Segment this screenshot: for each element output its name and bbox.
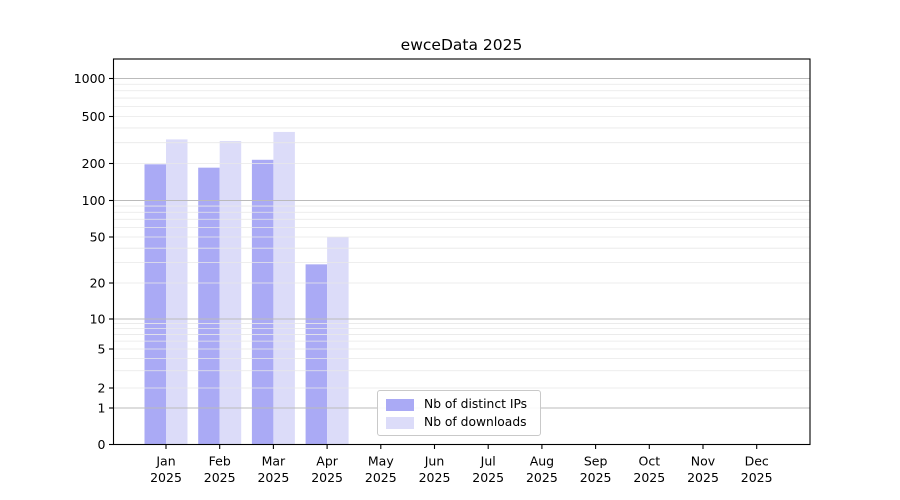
x-axis-year-label: 2025 (687, 470, 719, 485)
x-axis-month-label: Nov (691, 454, 716, 469)
legend-item: Nb of distinct IPs (386, 396, 532, 413)
x-axis-year-label: 2025 (580, 470, 612, 485)
x-axis-year-label: 2025 (526, 470, 558, 485)
x-axis-month-label: Jun (424, 454, 445, 469)
legend-swatch-downloads (386, 416, 414, 429)
x-axis-month-label: Aug (530, 454, 554, 469)
legend: Nb of distinct IPs Nb of downloads (377, 390, 541, 436)
x-axis-year-label: 2025 (365, 470, 397, 485)
x-axis-month-label: Sep (584, 454, 608, 469)
y-axis-tick-label: 50 (90, 229, 106, 244)
bar-distinct-ips (198, 167, 220, 445)
x-axis-year-label: 2025 (204, 470, 236, 485)
x-axis-month-label: Feb (209, 454, 231, 469)
plot-border (112, 58, 811, 446)
bar-distinct-ips (144, 164, 166, 445)
y-axis-tick-label: 1 (98, 400, 106, 415)
bar-downloads (219, 141, 242, 445)
x-axis-year-label: 2025 (633, 470, 665, 485)
x-axis-month-label: Apr (316, 454, 338, 469)
legend-label: Nb of downloads (424, 415, 527, 430)
bar-distinct-ips (305, 264, 328, 445)
x-axis-month-label: May (368, 454, 394, 469)
bar-distinct-ips (251, 159, 274, 445)
y-axis-tick-label: 100 (82, 193, 106, 208)
x-axis-month-label: Dec (745, 454, 769, 469)
y-axis-tick-label: 1000 (74, 71, 106, 86)
x-axis-month-label: Oct (638, 454, 660, 469)
y-axis-tick-label: 20 (90, 275, 106, 290)
x-axis-year-label: 2025 (150, 470, 182, 485)
x-axis-month-label: Jul (480, 454, 496, 469)
x-axis-month-label: Jan (155, 454, 175, 469)
y-axis-tick-label: 5 (98, 341, 106, 356)
bar-downloads (273, 131, 295, 445)
x-axis-year-label: 2025 (741, 470, 773, 485)
x-axis-month-label: Mar (262, 454, 286, 469)
chart-title: ewceData 2025 (400, 36, 523, 54)
x-axis-year-label: 2025 (472, 470, 504, 485)
legend-item: Nb of downloads (386, 414, 532, 431)
bar-downloads (166, 139, 188, 445)
y-axis-tick-label: 2 (98, 380, 106, 395)
x-axis-year-label: 2025 (257, 470, 289, 485)
y-axis-tick-label: 200 (82, 156, 106, 171)
legend-swatch-distinct-ips (386, 398, 414, 411)
x-axis-year-label: 2025 (311, 470, 343, 485)
x-axis-year-label: 2025 (419, 470, 451, 485)
y-axis-tick-label: 10 (90, 311, 106, 326)
y-axis-tick-label: 0 (98, 437, 106, 452)
y-axis-tick-label: 500 (82, 109, 106, 124)
legend-label: Nb of distinct IPs (424, 397, 528, 412)
